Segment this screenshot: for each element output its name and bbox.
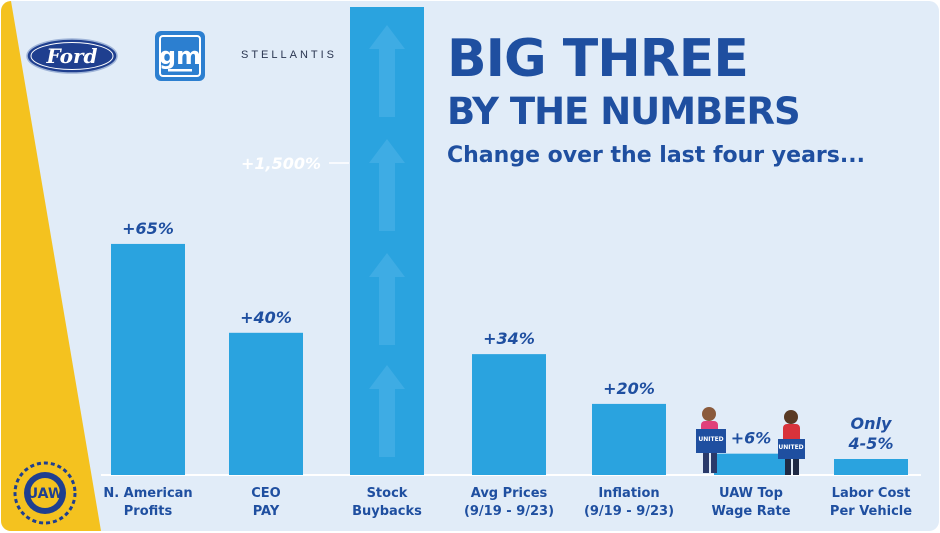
category-label: PAY [253,504,280,519]
uaw-logo: UAW [12,460,78,526]
bar-value-label: +65% [122,219,174,238]
bar-value-label: +40% [240,308,292,327]
bar-value-label: +6% [731,429,772,448]
title-block: BIG THREE BY THE NUMBERS Change over the… [447,31,917,169]
category-label: CEO [251,486,280,501]
up-arrow-icon [369,139,405,231]
bar-value-label: 4-5% [848,434,894,453]
bar-n-american [111,243,185,475]
ford-logo: Ford [26,38,118,74]
category-label: Buybacks [352,504,422,519]
union-members-illustration: UNITED UNITED [696,407,805,475]
bar-value-label: Only [851,414,892,433]
title-line-2: BY THE NUMBERS [447,90,801,133]
stellantis-logo: STELLANTIS [241,49,338,61]
bar-ceo [229,332,303,475]
svg-text:UAW: UAW [27,486,64,502]
yellow-wedge-decoration [1,1,101,531]
svg-text:UNITED: UNITED [698,436,723,443]
bar-value-label: +1,500% [241,154,321,173]
title-line-1: BIG THREE [447,29,749,89]
gm-logo: gm [155,31,205,81]
category-label: Inflation [598,486,659,501]
category-label: Per Vehicle [830,504,912,519]
category-label: (9/19 - 9/23) [584,504,674,519]
subtitle: Change over the last four years... [447,143,865,168]
bar-avg-prices [472,354,546,475]
category-label: Wage Rate [711,504,790,519]
bar-labor-cost [834,459,908,475]
bar-uaw-top [714,453,788,475]
bar-value-label: +20% [603,379,655,398]
svg-text:Ford: Ford [46,44,98,68]
category-label: (9/19 - 9/23) [464,504,554,519]
up-arrow-icon [369,253,405,345]
category-label: Stock [367,486,408,501]
category-label: N. American [103,486,192,501]
bar-inflation [592,403,666,475]
category-label: Profits [124,504,173,519]
svg-text:UNITED: UNITED [778,444,803,451]
category-label: Labor Cost [832,486,911,501]
svg-text:gm: gm [159,42,201,70]
up-arrow-icon [369,25,405,117]
bar-value-label: +34% [483,329,535,348]
category-label: Avg Prices [471,486,548,501]
up-arrow-icon [369,365,405,457]
category-label: UAW Top [719,486,783,501]
